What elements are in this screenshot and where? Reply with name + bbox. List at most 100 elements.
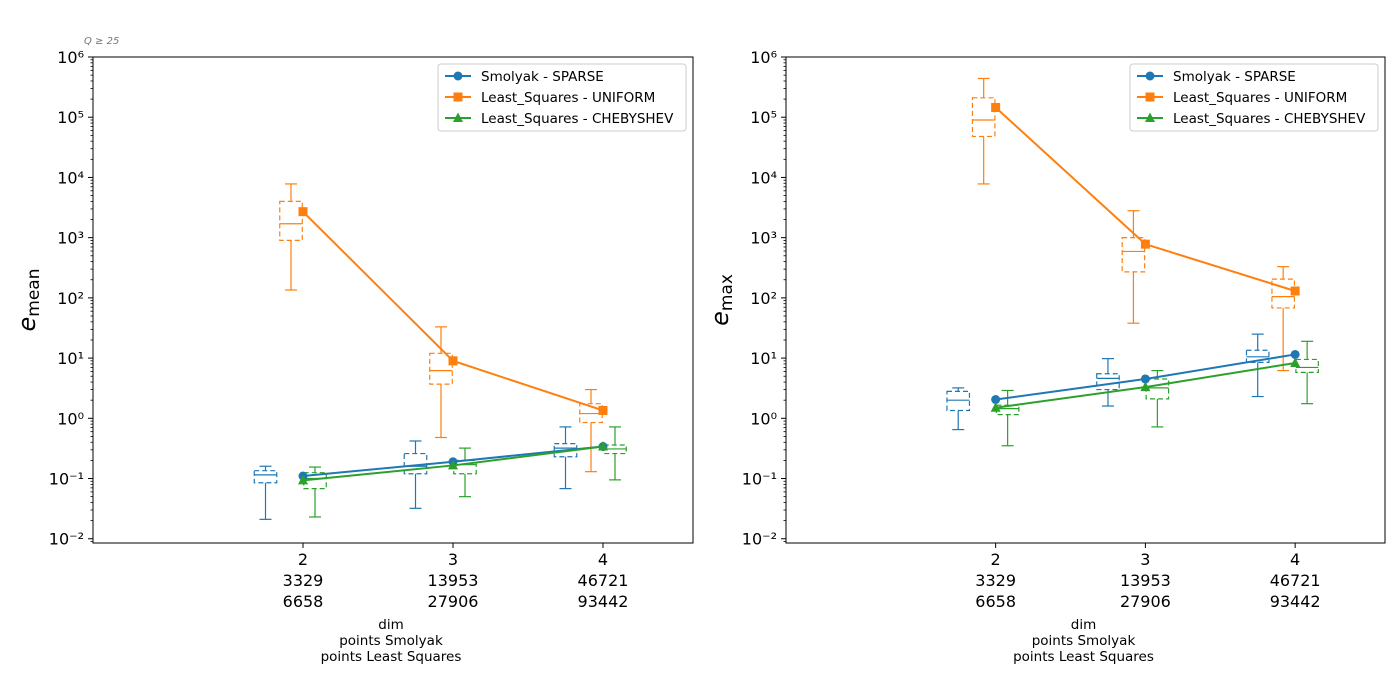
x-axis-label-line: dim [1071, 617, 1096, 633]
marker-circle [1140, 374, 1150, 384]
x-tick-label-line: 3 [1140, 550, 1150, 569]
x-tick-label: 2 3329 6658 [283, 550, 324, 611]
x-tick-label-line: 13953 [1120, 571, 1171, 590]
legend: Smolyak - SPARSE Least_Squares - UNIFORM L… [1129, 63, 1379, 132]
legend-label: Least_Squares - CHEBYSHEV [481, 111, 674, 127]
y-tick-label: 10³ [750, 229, 777, 248]
x-tick-label-line: 27906 [428, 592, 479, 611]
marker-square [1145, 92, 1155, 102]
y-axis-label: emean [13, 269, 44, 332]
y-axis-label-subscript: mean [24, 269, 44, 317]
x-axis-label-line: points Smolyak [1032, 633, 1136, 649]
box-body [1121, 237, 1146, 273]
x-tick-label-line: 46721 [1270, 571, 1321, 590]
y-tick-label: 10⁶ [57, 48, 84, 67]
boxplot-sparse [553, 426, 578, 490]
x-tick-label-line: 3329 [283, 571, 324, 590]
boxplot-uniform [579, 388, 603, 473]
x-axis-label-line: points Least Squares [1013, 649, 1154, 665]
corner-note: Q ≥ 25 [84, 36, 119, 47]
x-axis-label-line: dim [378, 617, 403, 633]
marker-triangle [990, 402, 1001, 412]
x-tick-label: 3 13953 27906 [428, 550, 479, 611]
x-tick-label-line: 4 [598, 550, 608, 569]
marker-triangle [453, 112, 463, 122]
x-axis-label: dim points Smolyak points Least Squares [321, 617, 462, 665]
panel-max-error: 10⁻² 10⁻¹ 10⁰ 10¹ 10² 10³ 10⁴ 10⁵ 10⁶ emax 2 3329 66… [706, 48, 1386, 665]
marker-square [1140, 239, 1150, 249]
y-axis-label-base: e [13, 317, 41, 332]
y-tick-label: 10⁰ [750, 409, 777, 428]
y-tick-label: 10⁵ [57, 108, 84, 127]
marker-triangle [1140, 381, 1151, 392]
marker-triangle [298, 474, 308, 485]
x-tick-label: 2 3329 6658 [975, 550, 1016, 611]
x-tick-label-line: 3329 [975, 571, 1016, 590]
marker-triangle [448, 459, 458, 470]
x-tick-label-line: 4 [1290, 550, 1300, 569]
x-tick-label-line: 2 [298, 550, 308, 569]
box-body [971, 97, 996, 138]
box-body [279, 200, 303, 242]
y-tick-label: 10² [57, 289, 84, 308]
y-tick-label: 10³ [57, 229, 84, 248]
axes-frame [785, 56, 1386, 544]
x-tick-label-line: 93442 [578, 592, 629, 611]
legend-frame [1129, 63, 1379, 132]
marker-triangle [1145, 112, 1155, 122]
legend-label: Smolyak - SPARSE [481, 69, 604, 85]
boxplot-uniform [429, 326, 453, 439]
y-axis-label: emax [706, 274, 737, 326]
boxplot-chebyshev [603, 426, 627, 481]
legend-item-sparse: Smolyak - SPARSE [445, 69, 604, 85]
x-tick-label-line: 3 [448, 550, 458, 569]
x-tick-label-line: 2 [991, 550, 1001, 569]
x-tick-label-line: 6658 [975, 592, 1016, 611]
y-tick-label: 10⁻¹ [742, 470, 777, 489]
y-tick-label: 10⁻² [49, 530, 84, 549]
x-tick-label: 4 46721 93442 [578, 550, 629, 611]
marker-square [991, 103, 1001, 113]
legend-item-uniform: Least_Squares - UNIFORM [1137, 90, 1347, 106]
legend-label: Smolyak - SPARSE [1173, 69, 1296, 85]
x-tick-label-line: 13953 [428, 571, 479, 590]
marker-triangle [1290, 357, 1301, 367]
boxplot-uniform [279, 183, 303, 291]
y-tick-label: 10⁵ [750, 108, 777, 127]
marker-circle [991, 395, 1001, 405]
marker-square [448, 356, 458, 366]
y-tick-label: 10⁰ [57, 409, 84, 428]
marker-circle [1290, 349, 1300, 359]
marker-triangle [598, 441, 608, 451]
legend-frame [437, 63, 687, 132]
marker-square [598, 405, 608, 415]
marker-square [453, 92, 463, 102]
boxplot-sparse [253, 465, 278, 520]
legend-item-chebyshev: Least_Squares - CHEBYSHEV [1137, 111, 1366, 127]
y-tick-label: 10⁶ [750, 48, 777, 67]
boxplot-uniform [971, 77, 996, 185]
series-line-uniform [994, 106, 1296, 292]
box-body [553, 443, 578, 458]
boxplot-sparse [403, 440, 428, 509]
x-axis-label: dim points Smolyak points Least Squares [1013, 617, 1154, 665]
marker-circle [453, 71, 463, 81]
box-body [1145, 378, 1170, 400]
axes-frame [92, 56, 694, 544]
y-tick-label: 10⁴ [57, 168, 84, 187]
legend-item-uniform: Least_Squares - UNIFORM [445, 90, 655, 106]
legend: Smolyak - SPARSE Least_Squares - UNIFORM L… [437, 63, 687, 132]
y-tick-label: 10⁻¹ [49, 470, 84, 489]
boxplot-sparse [1245, 333, 1270, 398]
y-tick-label: 10⁴ [750, 168, 777, 187]
x-tick-label-line: 46721 [578, 571, 629, 590]
boxplot-chebyshev [1295, 340, 1319, 405]
x-axis-label-line: points Least Squares [321, 649, 462, 665]
y-tick-label: 10⁻² [742, 530, 777, 549]
legend-item-sparse: Smolyak - SPARSE [1137, 69, 1296, 85]
boxplot-uniform [1121, 210, 1146, 324]
x-tick-label-line: 6658 [283, 592, 324, 611]
y-tick-label: 10¹ [57, 349, 84, 368]
legend-label: Least_Squares - UNIFORM [1173, 90, 1347, 106]
